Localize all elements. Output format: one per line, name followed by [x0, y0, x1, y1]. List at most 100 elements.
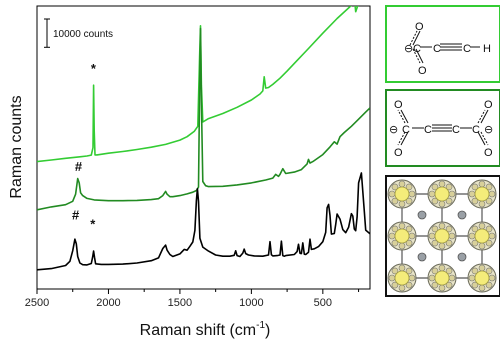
cluster-atom — [471, 225, 479, 233]
peak-annotations: * # # * — [72, 61, 97, 232]
scale-bar-label: 10000 counts — [53, 29, 113, 40]
cluster-atom — [388, 232, 396, 240]
cluster-atom — [471, 267, 479, 275]
cluster-atom — [448, 190, 456, 198]
cluster-atom — [398, 222, 406, 230]
cluster-core — [434, 186, 450, 202]
cluster-atom — [488, 232, 496, 240]
cluster-core — [394, 270, 410, 286]
cluster-atom — [405, 197, 413, 205]
cluster-atom — [405, 225, 413, 233]
cluster-atom — [398, 284, 406, 292]
cluster-atom — [468, 274, 476, 282]
cluster-atom — [388, 190, 396, 198]
pore-node — [417, 210, 427, 220]
cluster-atom — [428, 190, 436, 198]
cluster-atom — [485, 197, 493, 205]
cluster-atom — [471, 183, 479, 191]
peak-marker-black: * — [90, 216, 96, 231]
terminal-h-label: H — [483, 43, 491, 55]
cluster-core — [394, 228, 410, 244]
cluster-atom — [408, 190, 416, 198]
cluster-atom — [485, 225, 493, 233]
cluster-atom — [431, 267, 439, 275]
cluster-atom — [478, 222, 486, 230]
svg-text:O: O — [394, 147, 403, 159]
pore-node — [457, 252, 467, 262]
cluster-atom — [485, 281, 493, 289]
cluster-atom — [438, 180, 446, 188]
x-tick-label: 1000 — [239, 297, 263, 309]
pore-node — [417, 252, 427, 262]
cluster-atom — [398, 200, 406, 208]
x-tick-label: 2000 — [96, 297, 120, 309]
cluster-atom — [428, 274, 436, 282]
cluster-atom — [445, 197, 453, 205]
x-tick-label: 1500 — [168, 297, 192, 309]
cluster-atom — [448, 274, 456, 282]
cluster-core — [434, 270, 450, 286]
cluster-core — [474, 228, 490, 244]
cluster-atom — [488, 190, 496, 198]
pore-node — [457, 210, 467, 220]
structure-panel-ethynecarboxylate: O ⊖ C C C H O — [385, 5, 500, 83]
x-axis-ticks: 2500 2000 1500 1000 500 — [25, 289, 360, 309]
cluster-atom — [391, 239, 399, 247]
propiolate-structure-icon: O ⊖ C C C H O — [404, 21, 491, 77]
svg-text:O: O — [484, 99, 493, 111]
cluster-core — [474, 270, 490, 286]
cluster-atom — [478, 200, 486, 208]
cluster-atom — [445, 267, 453, 275]
cluster-core — [394, 186, 410, 202]
cluster-atom — [428, 232, 436, 240]
scale-bar: 10000 counts — [44, 18, 113, 48]
cluster-atom — [431, 197, 439, 205]
cluster-atom — [408, 274, 416, 282]
svg-text:C: C — [413, 43, 421, 55]
cluster-atom — [408, 232, 416, 240]
cluster-atom — [438, 264, 446, 272]
cluster-atom — [398, 180, 406, 188]
y-axis-title: Raman counts — [8, 95, 25, 198]
svg-text:C: C — [452, 124, 460, 136]
x-tick-label: 2500 — [25, 297, 49, 309]
svg-text:C: C — [472, 124, 480, 136]
cluster-atom — [468, 190, 476, 198]
cluster-atom — [488, 274, 496, 282]
cluster-atom — [471, 281, 479, 289]
cluster-atom — [478, 180, 486, 188]
cluster-atom — [431, 183, 439, 191]
x-axis-title-superscript: -1 — [256, 320, 265, 331]
svg-text:C: C — [463, 43, 471, 55]
cluster-atom — [485, 183, 493, 191]
svg-text:O: O — [418, 65, 427, 77]
cluster-atom — [405, 281, 413, 289]
cluster-atom — [391, 281, 399, 289]
cluster-atom — [448, 232, 456, 240]
cluster-atom — [405, 267, 413, 275]
cluster-atom — [391, 183, 399, 191]
plot-frame — [36, 5, 371, 290]
cluster-atom — [485, 239, 493, 247]
x-axis-title: Raman shift (cm-1) — [140, 320, 271, 339]
cluster-core — [474, 186, 490, 202]
cluster-atom — [398, 264, 406, 272]
x-axis-title-close: ) — [265, 322, 270, 339]
cluster-atom — [438, 200, 446, 208]
cluster-atom — [438, 222, 446, 230]
series-layer — [37, 6, 370, 271]
cluster-atom — [468, 232, 476, 240]
cluster-core — [434, 228, 450, 244]
cluster-atom — [438, 242, 446, 250]
cluster-atom — [405, 239, 413, 247]
cluster-atom — [388, 274, 396, 282]
peak-marker-mid: # — [75, 159, 83, 174]
cluster-atom — [431, 225, 439, 233]
cluster-atom — [471, 239, 479, 247]
cluster-atom — [478, 242, 486, 250]
svg-text:C: C — [402, 124, 410, 136]
cluster-atom — [478, 284, 486, 292]
cluster-atom — [391, 225, 399, 233]
cluster-atom — [445, 183, 453, 191]
